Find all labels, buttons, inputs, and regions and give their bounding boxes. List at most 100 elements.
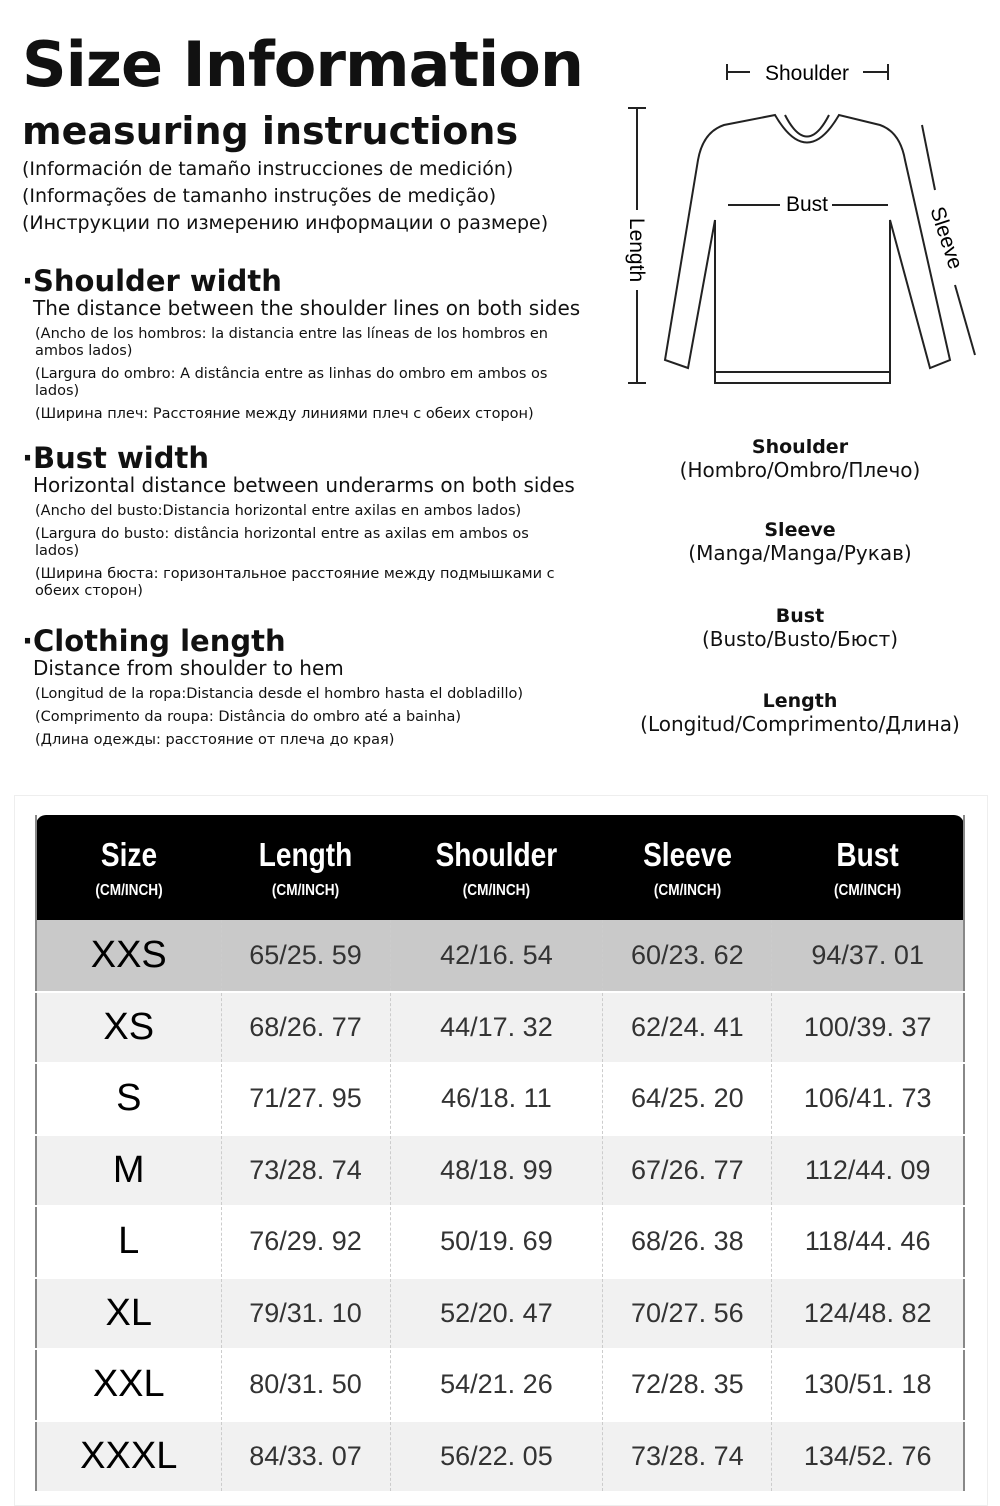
- measurement-cell: 73/28. 74: [602, 1420, 773, 1493]
- label-name: Shoulder: [751, 436, 849, 458]
- measurement-cell: 72/28. 35: [602, 1349, 773, 1422]
- size-cell: XXXL: [36, 1420, 222, 1493]
- label-translation: (Longitud/Comprimento/Длина): [640, 712, 960, 736]
- measurement-cell: 48/18. 99: [390, 1134, 604, 1207]
- measurement-cell: 94/37. 01: [771, 920, 965, 993]
- measurement-cell: 52/20. 47: [390, 1277, 604, 1350]
- diagram-length-label: Length: [625, 218, 648, 282]
- column-unit: (CM/INCH): [271, 881, 340, 899]
- measurement-cell: 130/51. 18: [771, 1349, 965, 1422]
- measurement-cell: 71/27. 95: [221, 1063, 391, 1136]
- label-sleeve: Sleeve (Manga/Manga/Рукав): [650, 519, 950, 565]
- label-name: Length: [762, 690, 838, 712]
- label-bust: Bust (Busto/Busto/Бюст): [650, 605, 950, 651]
- section-heading: ·Bust width: [22, 441, 209, 475]
- table-row: XS 68/26. 77 44/17. 32 62/24. 41 100/39. 37: [36, 991, 965, 1064]
- column-unit: (CM/INCH): [95, 881, 163, 899]
- column-unit: (CM/INCH): [653, 881, 721, 899]
- section-description: The distance between the shoulder lines …: [33, 296, 581, 320]
- measurement-cell: 64/25. 20: [602, 1063, 773, 1136]
- table-row: XXS 65/25. 59 42/16. 54 60/23. 62 94/37. 01: [36, 920, 965, 993]
- measurement-cell: 56/22. 05: [390, 1420, 604, 1493]
- shirt-diagram: Shoulder Bust Length Sleeve: [625, 62, 976, 384]
- label-name: Bust: [775, 605, 825, 627]
- page-title: Size Information: [22, 28, 584, 101]
- column-header: Sleeve (CM/INCH): [602, 815, 772, 920]
- section-description: Horizontal distance between underarms on…: [33, 473, 575, 497]
- column-header: Size (CM/INCH): [36, 815, 221, 920]
- measurement-cell: 70/27. 56: [602, 1277, 773, 1350]
- section-translation: (Largura do busto: distância horizontal …: [35, 526, 529, 559]
- measurement-cell: 124/48. 82: [771, 1277, 965, 1350]
- table-row: S 71/27. 95 46/18. 11 64/25. 20 106/41. 73: [36, 1063, 965, 1136]
- translation-es: (Información de tamaño instrucciones de …: [22, 158, 514, 180]
- size-cell: XS: [36, 991, 222, 1064]
- table-row: XXXL 84/33. 07 56/22. 05 73/28. 74 134/52. 7…: [36, 1420, 965, 1493]
- label-length: Length (Longitud/Comprimento/Длина): [630, 690, 970, 736]
- measurement-cell: 84/33. 07: [221, 1420, 391, 1493]
- section-translation: (Comprimento da roupa: Distância do ombr…: [35, 709, 462, 725]
- measurement-cell: 100/39. 37: [771, 991, 965, 1064]
- translation-pt: (Informações de tamanho instruções de me…: [22, 185, 497, 207]
- measurement-cell: 112/44. 09: [771, 1134, 965, 1207]
- section-heading: ·Shoulder width: [22, 264, 282, 298]
- size-cell: XL: [36, 1277, 222, 1350]
- diagram-bust-label: Bust: [786, 193, 828, 216]
- section-bust: ·Bust width Horizontal distance between …: [22, 443, 575, 600]
- measurement-cell: 60/23. 62: [602, 920, 773, 993]
- column-name: Length: [258, 835, 353, 873]
- section-heading: ·Clothing length: [22, 624, 286, 658]
- size-cell: XXL: [36, 1349, 222, 1422]
- measurement-cell: 42/16. 54: [390, 920, 604, 993]
- size-table: Size (CM/INCH) Length (CM/INCH) Shoulder (CM/…: [35, 815, 965, 1493]
- measurement-cell: 118/44. 46: [771, 1206, 965, 1279]
- measurement-cell: 68/26. 77: [221, 991, 391, 1064]
- title-translations: (Información de tamaño instrucciones de …: [22, 156, 548, 237]
- measurement-cell: 76/29. 92: [221, 1206, 391, 1279]
- label-translation: (Busto/Busto/Бюст): [701, 627, 899, 651]
- measurement-cell: 50/19. 69: [390, 1206, 604, 1279]
- table-row: XL 79/31. 10 52/20. 47 70/27. 56 124/48. 82: [36, 1277, 965, 1350]
- column-header: Shoulder (CM/INCH): [390, 815, 603, 920]
- section-translation: (Largura do ombro: A distância entre as …: [35, 366, 548, 399]
- size-cell: S: [36, 1063, 222, 1136]
- label-translation: (Manga/Manga/Рукав): [688, 541, 912, 565]
- column-name: Shoulder: [435, 835, 558, 873]
- column-unit: (CM/INCH): [462, 881, 531, 899]
- table-row: L 76/29. 92 50/19. 69 68/26. 38 118/44. 46: [36, 1206, 965, 1279]
- column-unit: (CM/INCH): [833, 881, 902, 899]
- label-translation: (Hombro/Ombro/Плечо): [679, 458, 921, 482]
- column-name: Sleeve: [642, 835, 732, 873]
- section-translation: (Ancho de los hombros: la distancia entr…: [35, 326, 548, 359]
- translation-ru: (Инструкции по измерению информации о ра…: [22, 212, 549, 234]
- section-description: Distance from shoulder to hem: [33, 656, 344, 680]
- section-translation: (Longitud de la ropa:Distancia desde el …: [35, 686, 524, 702]
- measurement-cell: 73/28. 74: [221, 1134, 391, 1207]
- measurement-cell: 134/52. 76: [771, 1420, 965, 1493]
- diagram-sleeve-label: Sleeve: [925, 204, 967, 272]
- label-name: Sleeve: [764, 519, 836, 541]
- diagram-shoulder-label: Shoulder: [765, 62, 849, 85]
- size-cell: XXS: [36, 920, 222, 993]
- measurement-cell: 44/17. 32: [390, 991, 604, 1064]
- measurement-cell: 65/25. 59: [221, 920, 391, 993]
- section-translation: (Ширина бюста: горизонтальное расстояние…: [35, 566, 555, 599]
- section-shoulder: ·Shoulder width The distance between the…: [22, 266, 580, 423]
- section-translation: (Длина одежды: расстояние от плеча до кр…: [35, 732, 395, 748]
- section-translation: (Ширина плеч: Расстояние между линиями п…: [35, 406, 534, 422]
- measurement-cell: 68/26. 38: [602, 1206, 773, 1279]
- table-row: M 73/28. 74 48/18. 99 67/26. 77 112/44. 09: [36, 1134, 965, 1207]
- measurement-cell: 54/21. 26: [390, 1349, 604, 1422]
- size-cell: L: [36, 1206, 222, 1279]
- measurement-cell: 106/41. 73: [771, 1063, 965, 1136]
- column-name: Size: [100, 835, 158, 873]
- section-translation: (Ancho del busto:Distancia horizontal en…: [35, 503, 522, 519]
- column-header: Length (CM/INCH): [221, 815, 391, 920]
- page-subtitle: measuring instructions: [22, 109, 519, 153]
- measurement-cell: 67/26. 77: [602, 1134, 773, 1207]
- section-length: ·Clothing length Distance from shoulder …: [22, 626, 565, 749]
- size-cell: M: [36, 1134, 222, 1207]
- column-name: Bust: [836, 835, 899, 873]
- table-row: XXL 80/31. 50 54/21. 26 72/28. 35 130/51. 18: [36, 1349, 965, 1422]
- label-shoulder: Shoulder (Hombro/Ombro/Плечо): [650, 436, 950, 482]
